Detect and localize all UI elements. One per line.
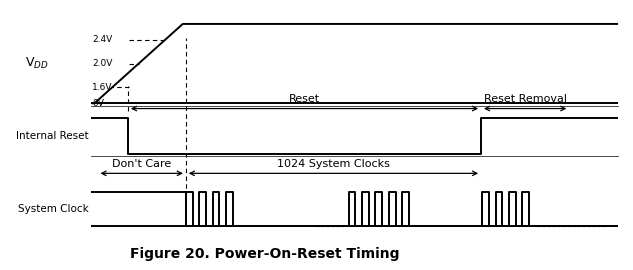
- Text: 1024 System Clocks: 1024 System Clocks: [277, 158, 390, 168]
- Text: 1.6V: 1.6V: [92, 83, 113, 92]
- Text: Reset Removal: Reset Removal: [484, 94, 567, 104]
- Text: 2.0V: 2.0V: [92, 59, 113, 68]
- Text: System Clock: System Clock: [18, 204, 89, 214]
- Text: Internal Reset: Internal Reset: [16, 131, 89, 141]
- Text: Reset: Reset: [289, 94, 320, 104]
- Text: V$_{DD}$: V$_{DD}$: [25, 56, 49, 71]
- Text: Don't Care: Don't Care: [112, 158, 172, 168]
- Text: Figure 20. Power-On-Reset Timing: Figure 20. Power-On-Reset Timing: [130, 247, 399, 261]
- Text: 2.4V: 2.4V: [92, 35, 112, 44]
- Text: 0V: 0V: [92, 99, 104, 108]
